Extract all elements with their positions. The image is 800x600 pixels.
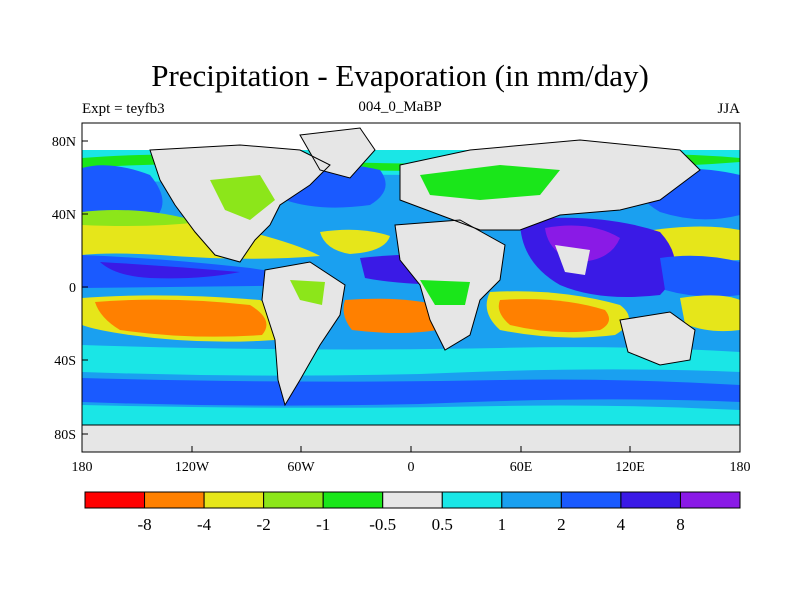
indian-ocean-dry-core [498,299,609,333]
colorbar-swatch-4 [322,491,384,509]
colorbar-swatch-3 [263,491,324,509]
s-atlantic-dry-core [343,298,438,333]
colorbar-label-0: -8 [137,515,151,534]
colorbar-label-7: 2 [557,515,566,534]
lon-label-120w: 120W [175,460,210,475]
colorbar-label-3: -1 [316,515,330,534]
lat-label-0: 0 [69,281,76,296]
southern-ocean-storm-band [82,378,740,406]
lat-axis: 80N 40N 0 40S 80S [52,135,88,443]
time-label: 004_0_MaBP [358,99,442,115]
colorbar-label-9: 8 [676,515,685,534]
africa-tropics-green [420,280,470,305]
experiment-label: Expt = teyfb3 [82,101,165,117]
lat-label-40s: 40S [54,354,76,369]
lon-label-0: 0 [408,460,415,475]
india [555,245,590,275]
colorbar-swatch-9 [620,491,681,509]
colorbar: -8 -4 -2 -1 -0.5 0.5 1 2 4 8 [84,491,741,534]
sw-pacific-dry-band [680,295,740,332]
colorbar-label-8: 4 [617,515,626,534]
s-mid-lat-light-band [82,345,740,376]
w-pacific-wet [660,255,740,297]
lon-axis: 180 120W 60W 0 60E 120E 180 [72,446,751,475]
australia [620,312,695,365]
colorbar-swatch-5 [382,491,443,509]
greenland [300,128,375,178]
s-pacific-dry-core [95,299,267,337]
lon-label-120e: 120E [615,460,645,475]
eurasia [400,140,700,230]
n-atlantic-dry-band [320,229,390,254]
colorbar-swatch-2 [203,491,265,509]
colorbar-swatch-1 [144,491,205,509]
north-america-interior [210,175,275,220]
lon-label-180w: 180 [72,460,93,475]
colorbar-swatch-8 [560,491,622,509]
lon-label-180e: 180 [730,460,751,475]
season-label: JJA [717,101,740,117]
colorbar-label-6: 1 [498,515,507,534]
colorbar-swatch-6 [441,491,503,509]
colorbar-label-1: -4 [197,515,212,534]
colorbar-swatch-10 [679,491,741,509]
south-america-outline [261,261,346,407]
eurasia-green [420,165,560,200]
colorbar-label-2: -2 [257,515,271,534]
africa-outline [394,219,506,351]
plot-title: Precipitation - Evaporation (in mm/day) [151,58,649,93]
greenland-outline [299,127,376,179]
itcz-pacific-core [100,262,240,279]
amazon-green [290,280,325,305]
north-america-outline [149,144,331,263]
south-america [262,262,345,405]
lon-label-60w: 60W [287,460,315,475]
australia-outline [619,311,696,366]
lon-label-60e: 60E [510,460,533,475]
pe-field [82,123,740,452]
lat-label-40n: 40N [52,208,76,223]
colorbar-label-5: 0.5 [432,515,453,534]
eurasia-outline [399,139,701,231]
southern-ocean-light-band [82,405,740,425]
coastlines [82,127,740,426]
lat-label-80s: 80S [54,428,76,443]
colorbar-swatch-0 [84,491,146,509]
n-pacific-green-band [82,209,200,226]
lat-label-80n: 80N [52,135,76,150]
colorbar-label-4: -0.5 [369,515,396,534]
colorbar-swatch-7 [501,491,562,509]
